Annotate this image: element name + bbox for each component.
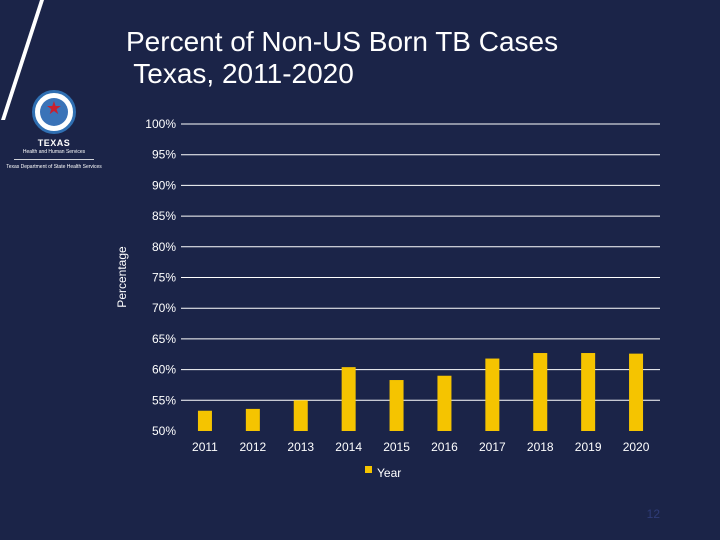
x-tick-label: 2014 bbox=[335, 440, 362, 454]
title-line-1: Percent of Non-US Born TB Cases bbox=[126, 26, 559, 57]
legend-swatch bbox=[365, 466, 372, 473]
y-tick-label: 85% bbox=[152, 209, 176, 223]
y-tick-label: 65% bbox=[152, 332, 176, 346]
texas-hhs-logo: ★ TEXAS Health and Human Services Texas … bbox=[2, 90, 106, 170]
x-tick-label: 2011 bbox=[192, 440, 218, 454]
y-tick-label: 75% bbox=[152, 271, 176, 285]
bar bbox=[341, 367, 356, 431]
bar bbox=[437, 375, 452, 431]
bar bbox=[533, 353, 548, 431]
bar bbox=[245, 408, 260, 431]
bar bbox=[293, 400, 308, 431]
bar bbox=[389, 380, 404, 431]
title-line-2: Texas, 2011-2020 bbox=[126, 58, 354, 89]
y-tick-label: 60% bbox=[152, 363, 176, 377]
bar bbox=[485, 358, 500, 431]
y-tick-label: 55% bbox=[152, 393, 176, 407]
x-tick-label: 2016 bbox=[431, 440, 458, 454]
y-tick-label: 50% bbox=[152, 424, 176, 438]
y-tick-label: 90% bbox=[152, 178, 176, 192]
x-tick-label: 2020 bbox=[623, 440, 650, 454]
y-tick-label: 100% bbox=[145, 117, 176, 131]
y-tick-label: 80% bbox=[152, 240, 176, 254]
bar bbox=[629, 353, 644, 431]
legend-label: Year bbox=[377, 466, 401, 480]
x-tick-label: 2015 bbox=[383, 440, 410, 454]
x-tick-label: 2012 bbox=[239, 440, 266, 454]
logo-sub: Health and Human Services bbox=[22, 149, 86, 155]
bar bbox=[197, 410, 212, 431]
logo-org: TEXAS bbox=[37, 138, 71, 148]
x-tick-label: 2018 bbox=[527, 440, 554, 454]
bar bbox=[581, 353, 596, 431]
y-tick-label: 95% bbox=[152, 148, 176, 162]
logo-dept: Texas Department of State Health Service… bbox=[6, 164, 102, 170]
y-axis-label: Percentage bbox=[115, 246, 129, 308]
y-tick-label: 70% bbox=[152, 301, 176, 315]
slide-title: Percent of Non-US Born TB Cases Texas, 2… bbox=[126, 26, 706, 90]
x-tick-label: 2017 bbox=[479, 440, 506, 454]
x-tick-label: 2013 bbox=[287, 440, 314, 454]
slide-number: 12 bbox=[646, 507, 660, 521]
x-tick-label: 2019 bbox=[575, 440, 602, 454]
texas-seal-icon: ★ bbox=[32, 90, 76, 134]
